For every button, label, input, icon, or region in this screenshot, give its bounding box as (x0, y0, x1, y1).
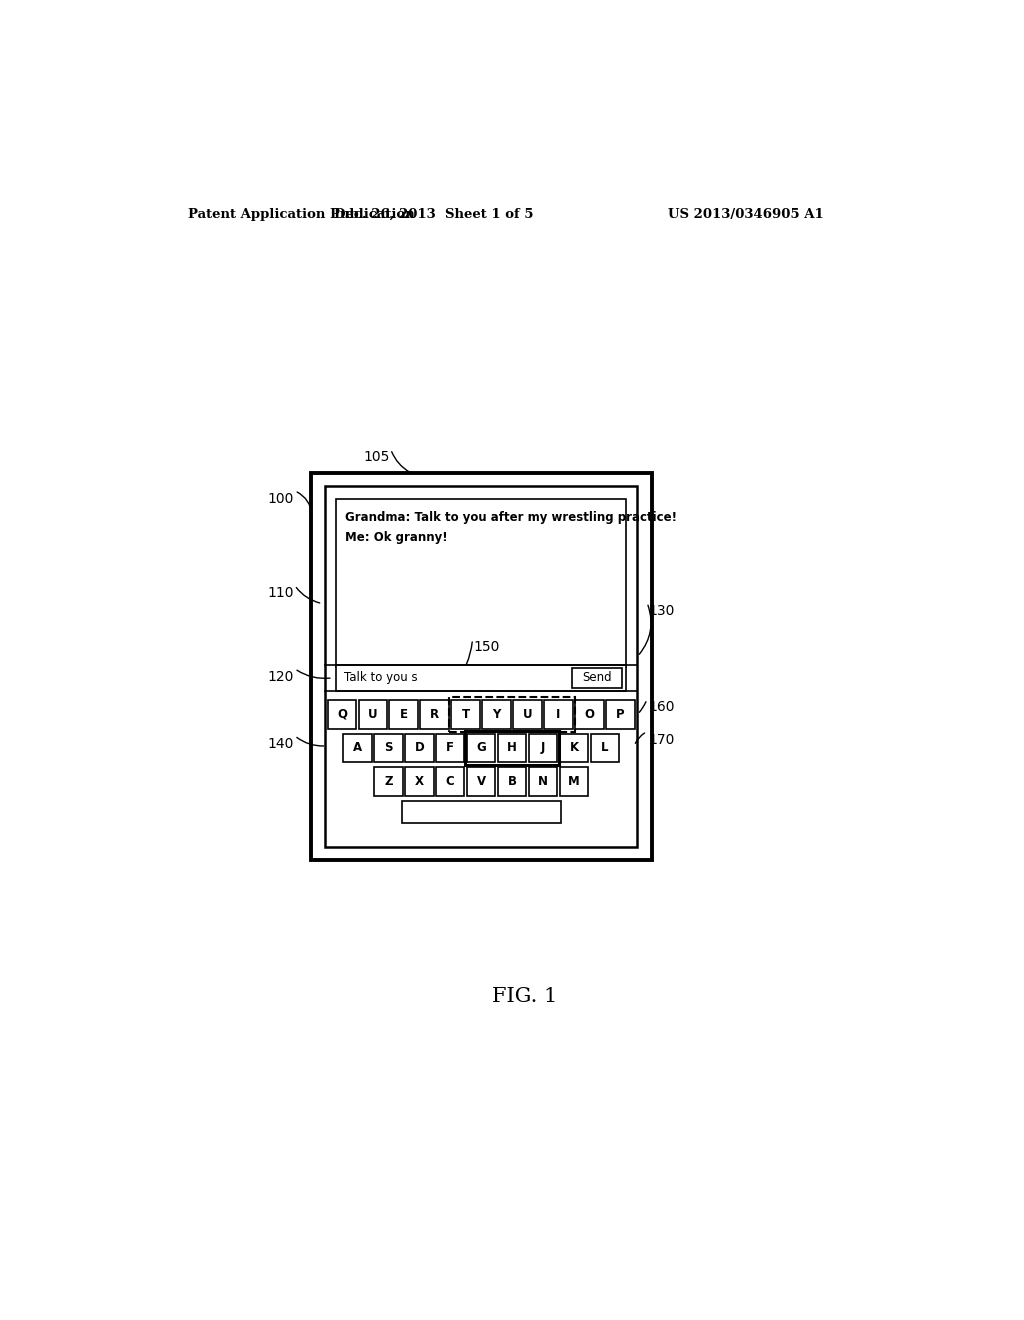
FancyBboxPatch shape (560, 767, 588, 796)
FancyBboxPatch shape (528, 767, 557, 796)
Text: X: X (415, 775, 424, 788)
Text: O: O (585, 708, 595, 721)
Text: FIG. 1: FIG. 1 (493, 987, 557, 1006)
FancyBboxPatch shape (401, 801, 560, 824)
Text: US 2013/0346905 A1: US 2013/0346905 A1 (668, 207, 823, 220)
Text: U: U (368, 708, 378, 721)
FancyBboxPatch shape (572, 668, 622, 688)
Text: A: A (353, 742, 361, 755)
FancyBboxPatch shape (404, 767, 433, 796)
Text: G: G (476, 742, 486, 755)
Text: T: T (462, 708, 470, 721)
Text: 140: 140 (267, 737, 294, 751)
FancyBboxPatch shape (544, 700, 572, 729)
FancyBboxPatch shape (343, 734, 372, 762)
Text: Send: Send (583, 672, 611, 684)
Text: R: R (430, 708, 439, 721)
Text: L: L (601, 742, 608, 755)
FancyBboxPatch shape (336, 499, 627, 667)
FancyBboxPatch shape (328, 700, 356, 729)
FancyBboxPatch shape (374, 734, 402, 762)
FancyBboxPatch shape (452, 700, 480, 729)
Text: J: J (541, 742, 545, 755)
Text: S: S (384, 742, 392, 755)
Text: Y: Y (493, 708, 501, 721)
FancyBboxPatch shape (421, 700, 449, 729)
Text: 105: 105 (364, 450, 389, 465)
Text: H: H (507, 742, 517, 755)
Text: D: D (415, 742, 424, 755)
FancyBboxPatch shape (498, 734, 526, 762)
FancyBboxPatch shape (560, 734, 588, 762)
Text: N: N (538, 775, 548, 788)
FancyBboxPatch shape (389, 700, 418, 729)
Text: 170: 170 (648, 733, 675, 747)
FancyBboxPatch shape (436, 734, 465, 762)
FancyBboxPatch shape (404, 734, 433, 762)
Text: F: F (446, 742, 455, 755)
Text: I: I (556, 708, 561, 721)
FancyBboxPatch shape (575, 700, 604, 729)
Text: Grandma: Talk to you after my wrestling practice!: Grandma: Talk to you after my wrestling … (345, 511, 678, 524)
FancyBboxPatch shape (310, 474, 652, 859)
FancyBboxPatch shape (498, 767, 526, 796)
Text: Z: Z (384, 775, 392, 788)
FancyBboxPatch shape (467, 767, 496, 796)
FancyBboxPatch shape (606, 700, 635, 729)
Text: 120: 120 (267, 669, 294, 684)
FancyBboxPatch shape (374, 767, 402, 796)
Text: U: U (523, 708, 532, 721)
Text: K: K (569, 742, 579, 755)
Text: Talk to you s: Talk to you s (344, 672, 418, 684)
Text: P: P (616, 708, 625, 721)
Text: Patent Application Publication: Patent Application Publication (187, 207, 415, 220)
FancyBboxPatch shape (591, 734, 620, 762)
Text: 150: 150 (473, 640, 500, 655)
Text: V: V (476, 775, 485, 788)
FancyBboxPatch shape (513, 700, 542, 729)
Text: Me: Ok granny!: Me: Ok granny! (345, 532, 449, 544)
Text: M: M (568, 775, 580, 788)
FancyBboxPatch shape (482, 700, 511, 729)
FancyBboxPatch shape (467, 734, 496, 762)
Text: C: C (445, 775, 455, 788)
FancyBboxPatch shape (358, 700, 387, 729)
Text: 160: 160 (648, 700, 675, 714)
FancyBboxPatch shape (528, 734, 557, 762)
FancyBboxPatch shape (436, 767, 465, 796)
FancyBboxPatch shape (336, 664, 627, 690)
FancyBboxPatch shape (325, 486, 638, 846)
Text: 100: 100 (267, 492, 294, 506)
Text: 130: 130 (648, 603, 675, 618)
Text: B: B (508, 775, 516, 788)
Text: E: E (399, 708, 408, 721)
Text: Q: Q (337, 708, 347, 721)
Text: 110: 110 (267, 586, 294, 601)
Text: Dec. 26, 2013  Sheet 1 of 5: Dec. 26, 2013 Sheet 1 of 5 (334, 207, 534, 220)
